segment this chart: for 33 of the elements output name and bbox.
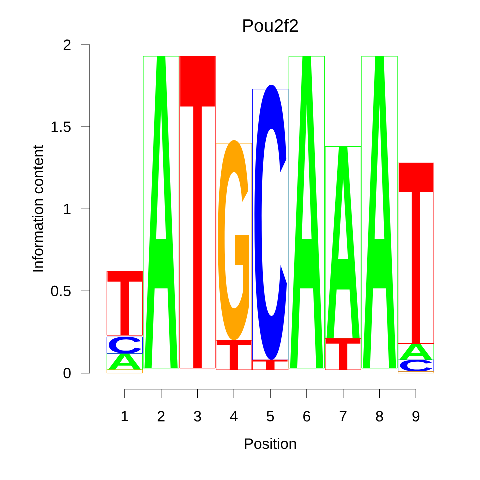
y-tick-label: 0 bbox=[64, 368, 71, 379]
text: T bbox=[326, 338, 361, 370]
text: A bbox=[290, 56, 324, 368]
x-tick-label: 9 bbox=[412, 411, 420, 422]
series-label: A bbox=[108, 354, 142, 370]
series-label: G bbox=[218, 140, 250, 340]
x-tick-label: 6 bbox=[304, 411, 310, 422]
x-axis-title: Position bbox=[245, 438, 296, 450]
text: A bbox=[400, 344, 433, 360]
text: T bbox=[253, 360, 288, 370]
series-label: C bbox=[109, 336, 142, 354]
x-tick-label: 3 bbox=[194, 411, 202, 422]
x-tick-label: 7 bbox=[340, 411, 347, 422]
text: T bbox=[216, 340, 252, 370]
text: C bbox=[400, 360, 433, 372]
y-tick-label: 0.5 bbox=[51, 286, 71, 297]
y-tick-label: 1 bbox=[64, 204, 71, 214]
chart-title: Pou2f2 bbox=[244, 19, 298, 32]
x-tick-label: 8 bbox=[376, 411, 384, 422]
text: A bbox=[144, 56, 178, 368]
text: T bbox=[398, 163, 434, 344]
y-axis-title: Information content bbox=[32, 145, 44, 272]
text: T bbox=[180, 56, 215, 368]
text: C bbox=[254, 84, 288, 360]
x-tick-label: 2 bbox=[158, 411, 165, 422]
x-tick-label: 1 bbox=[122, 411, 128, 422]
x-tick-label: 4 bbox=[230, 411, 238, 422]
text: A bbox=[326, 146, 360, 339]
x-tick-label: 5 bbox=[266, 411, 274, 422]
text: A bbox=[363, 56, 396, 368]
y-tick-label: 2 bbox=[64, 40, 71, 50]
series-label: T bbox=[108, 271, 142, 336]
y-tick-label: 1.5 bbox=[52, 122, 71, 132]
